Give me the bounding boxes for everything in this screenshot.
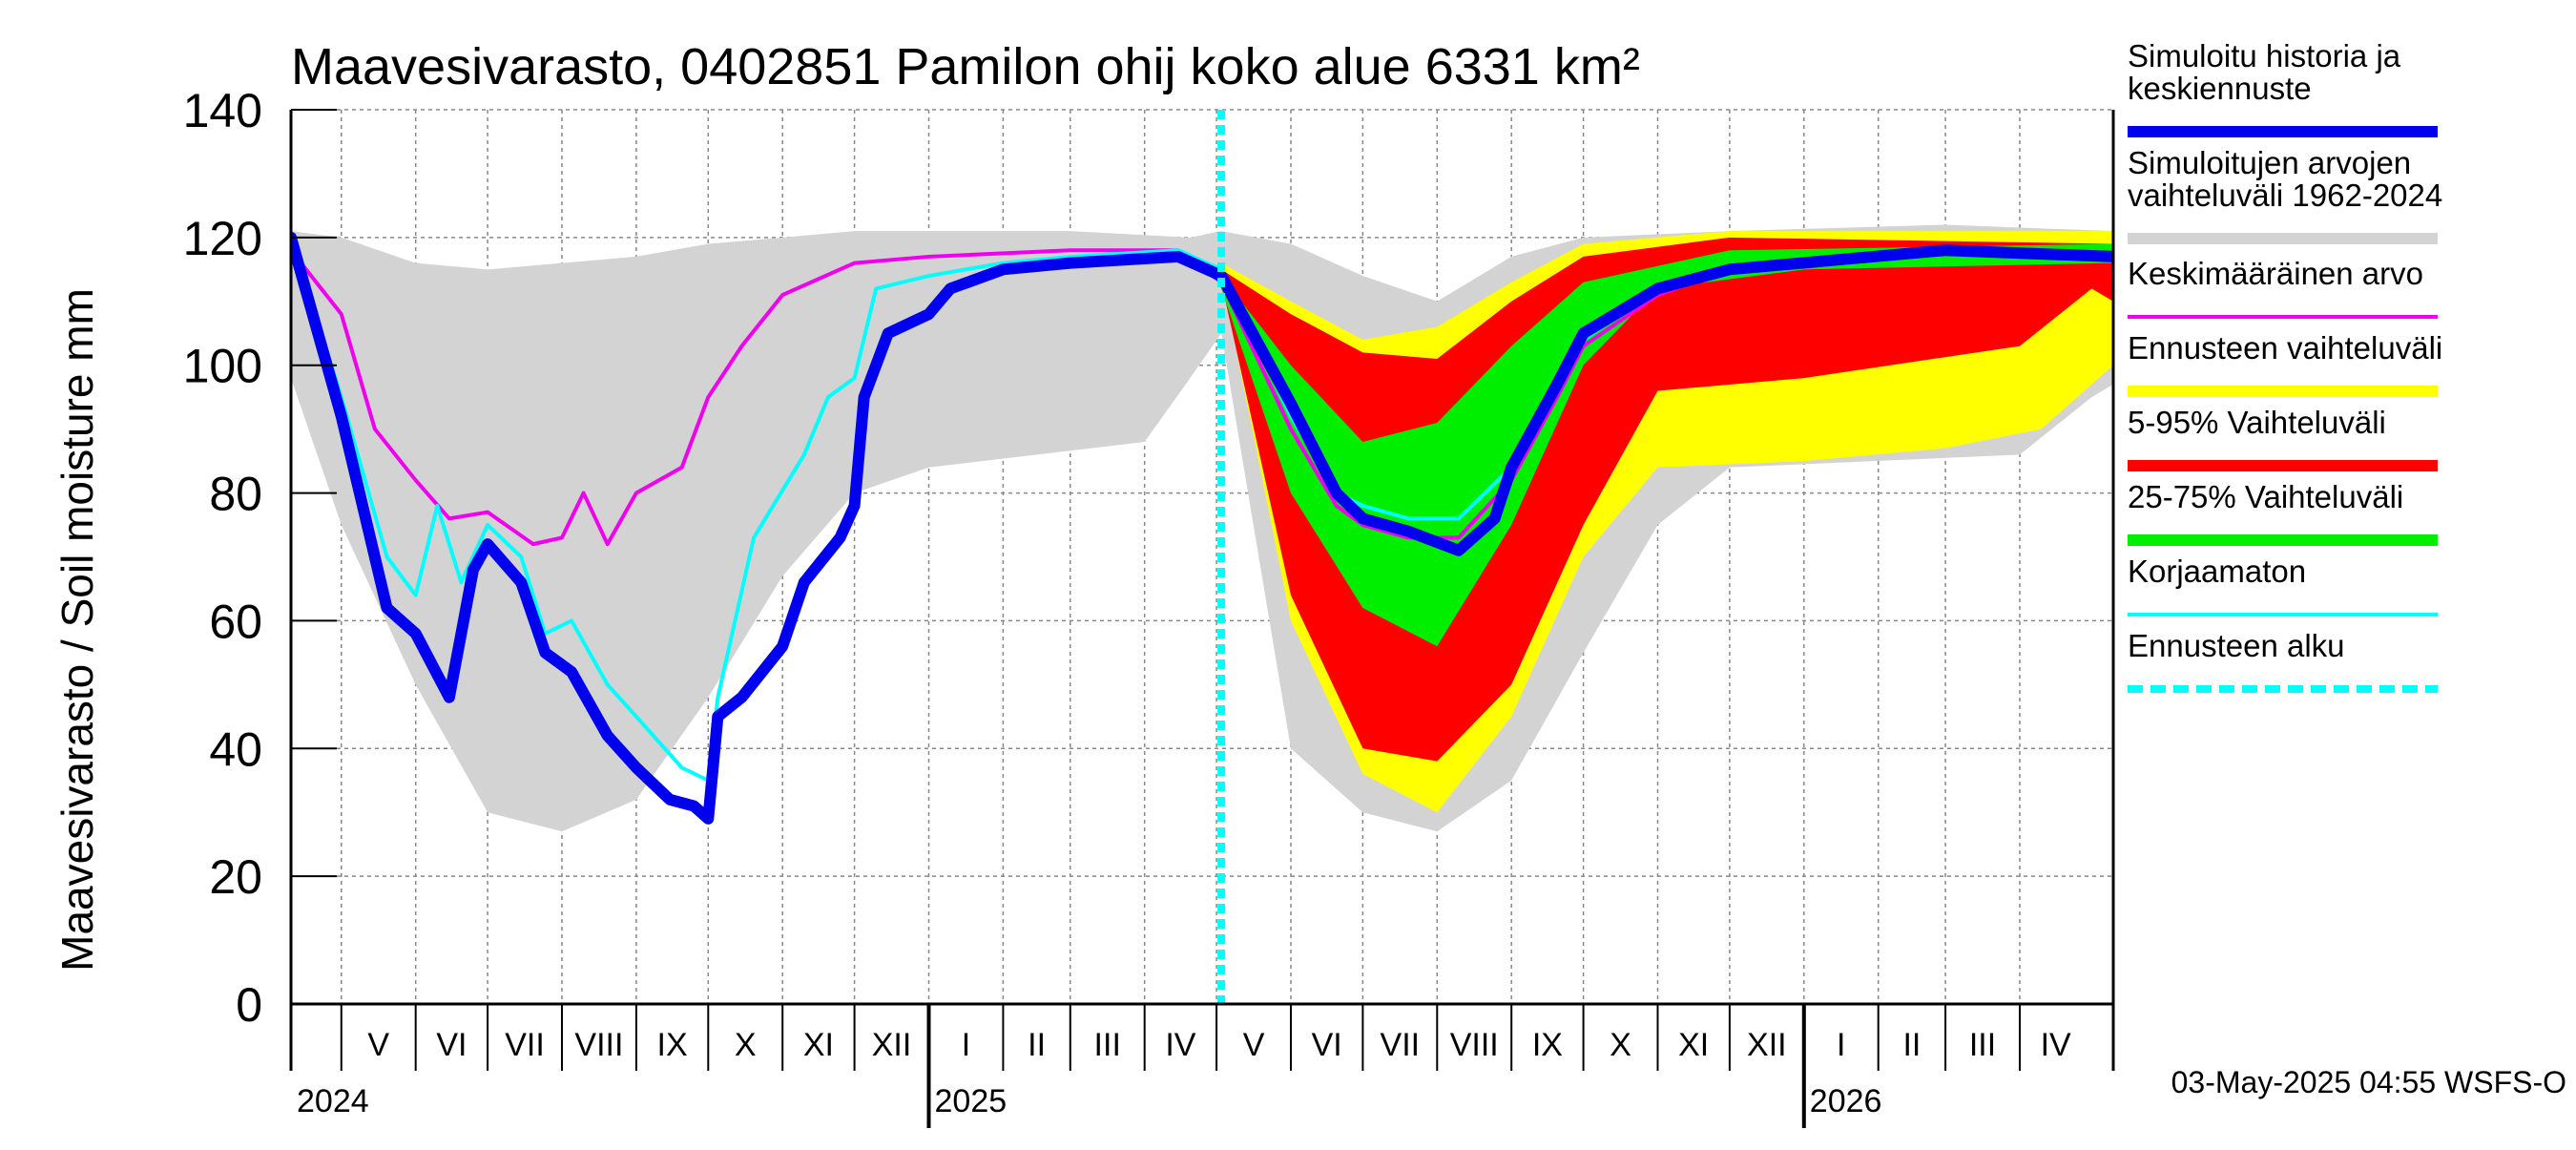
- year-label: 2026: [1810, 1083, 1882, 1119]
- year-label: 2025: [935, 1083, 1008, 1119]
- month-label: X: [735, 1027, 757, 1063]
- month-label: IV: [2041, 1027, 2071, 1063]
- legend-label: keskiennuste: [2128, 71, 2312, 106]
- month-label: II: [1028, 1027, 1046, 1063]
- month-label: IV: [1165, 1027, 1195, 1063]
- lines: [291, 110, 2113, 1004]
- legend-label: Keskimääräinen arvo: [2128, 256, 2423, 291]
- y-tick-label: 140: [183, 84, 262, 137]
- month-label: VIII: [1450, 1027, 1499, 1063]
- legend-label: 25-75% Vaihteluväli: [2128, 479, 2403, 514]
- month-label: V: [367, 1027, 389, 1063]
- month-label: III: [1969, 1027, 1996, 1063]
- month-label: I: [962, 1027, 970, 1063]
- month-label: VIII: [574, 1027, 623, 1063]
- legend-label: Korjaamaton: [2128, 554, 2306, 589]
- legend-label: Ennusteen alku: [2128, 628, 2345, 663]
- month-label: V: [1243, 1027, 1265, 1063]
- year-label: 2024: [297, 1083, 369, 1119]
- y-tick-label: 120: [183, 212, 262, 265]
- footer-timestamp: 03-May-2025 04:55 WSFS-O: [2171, 1065, 2566, 1099]
- month-label: VI: [436, 1027, 467, 1063]
- month-label: VI: [1312, 1027, 1342, 1063]
- month-label: III: [1094, 1027, 1121, 1063]
- series-line-4: [291, 248, 2113, 547]
- month-label: I: [1837, 1027, 1845, 1063]
- month-label: XII: [872, 1027, 912, 1063]
- legend-label: Simuloitujen arvojen: [2128, 145, 2411, 180]
- y-tick-label: 40: [209, 722, 262, 776]
- month-label: X: [1610, 1027, 1631, 1063]
- y-tick-label: 60: [209, 595, 262, 648]
- month-label: XI: [1678, 1027, 1709, 1063]
- legend-label: Ennusteen vaihteluväli: [2128, 330, 2442, 366]
- y-tick-label: 80: [209, 468, 262, 521]
- month-label: XI: [803, 1027, 834, 1063]
- y-tick-label: 0: [236, 978, 262, 1032]
- month-label: IX: [1532, 1027, 1563, 1063]
- legend-label: Simuloitu historia ja: [2128, 38, 2401, 73]
- month-label: VII: [1381, 1027, 1421, 1063]
- y-axis-label: Maavesivarasto / Soil moisture mm: [52, 288, 102, 972]
- bands: [291, 224, 2113, 832]
- month-label: VII: [505, 1027, 545, 1063]
- month-label: II: [1902, 1027, 1921, 1063]
- chart-title: Maavesivarasto, 0402851 Pamilon ohij kok…: [291, 38, 1640, 95]
- series-line-6: [291, 231, 2113, 825]
- legend-label: vaihteluväli 1962-2024: [2128, 178, 2442, 213]
- y-tick-label: 100: [183, 340, 262, 393]
- month-label: IX: [657, 1027, 688, 1063]
- y-tick-label: 20: [209, 850, 262, 904]
- month-label: XII: [1747, 1027, 1787, 1063]
- legend-label: 5-95% Vaihteluväli: [2128, 405, 2386, 440]
